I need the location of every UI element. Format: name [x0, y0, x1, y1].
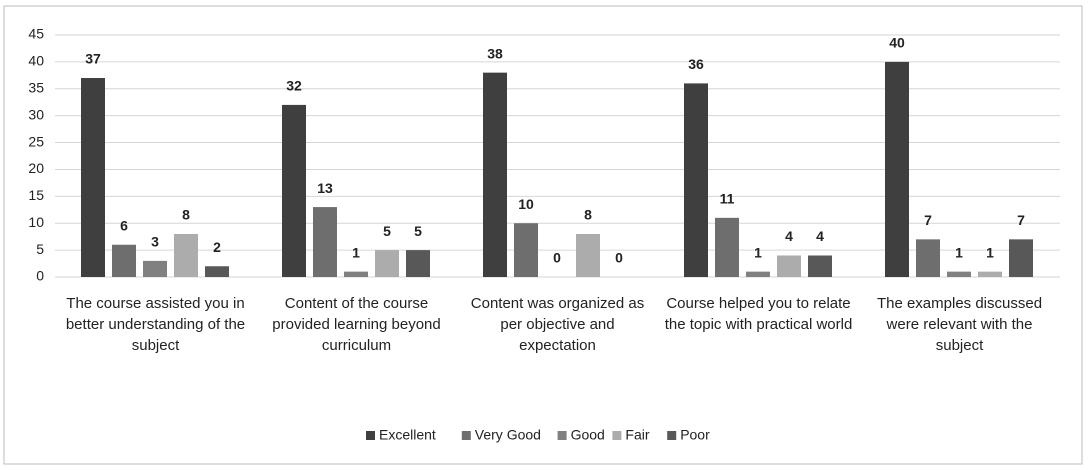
chart-border [3, 5, 1083, 465]
bar [715, 217, 739, 277]
legend-label: Good [571, 427, 605, 443]
data-label: 4 [785, 228, 793, 244]
bar [406, 250, 430, 277]
bar [483, 72, 507, 278]
bar [684, 83, 708, 278]
data-label: 36 [688, 56, 704, 72]
bar [746, 271, 770, 277]
bar [808, 255, 832, 277]
legend-label: Excellent [379, 427, 436, 443]
bar [576, 233, 600, 277]
data-label: 11 [720, 191, 735, 207]
data-label: 3 [151, 234, 159, 250]
bar [344, 271, 368, 277]
data-label: 8 [182, 207, 190, 223]
y-tick-label: 15 [28, 187, 44, 203]
bar [375, 250, 399, 277]
bar [916, 239, 940, 277]
data-label: 5 [414, 223, 422, 239]
data-label: 1 [986, 244, 994, 260]
data-label: 37 [85, 51, 101, 67]
bar [143, 260, 167, 277]
y-tick-label: 20 [28, 160, 44, 176]
data-label: 0 [615, 250, 623, 266]
data-label: 10 [518, 196, 534, 212]
legend-label: Very Good [475, 427, 541, 443]
data-label: 5 [383, 223, 391, 239]
data-label: 4 [816, 228, 824, 244]
bar [947, 271, 971, 277]
y-tick-label: 35 [28, 79, 44, 95]
y-tick-label: 45 [28, 26, 44, 42]
data-label: 1 [955, 244, 963, 260]
bar [205, 266, 229, 277]
bar [1009, 239, 1033, 277]
y-tick-label: 40 [28, 53, 44, 69]
x-tick-label: Content was organized as per objective a… [470, 295, 645, 354]
data-label: 38 [487, 45, 503, 61]
x-tick-label: The examples discussed were relevant wit… [876, 295, 1043, 354]
bar [514, 223, 538, 277]
y-tick-label: 10 [28, 214, 44, 230]
data-label: 32 [286, 78, 302, 94]
bar [112, 244, 136, 277]
bar [282, 104, 306, 278]
x-tick-label: Course helped you to relate the topic wi… [664, 295, 853, 333]
data-label: 8 [584, 207, 592, 223]
bar [885, 61, 909, 278]
data-label: 40 [889, 35, 905, 51]
legend-swatch [557, 431, 567, 440]
legend-label: Fair [625, 427, 649, 443]
data-label: 7 [924, 212, 932, 228]
data-label: 7 [1017, 212, 1025, 228]
data-label: 0 [553, 250, 561, 266]
legend-swatch [461, 431, 471, 440]
data-label: 6 [120, 217, 128, 233]
y-tick-label: 30 [28, 106, 44, 122]
bar [978, 271, 1002, 277]
bar [81, 78, 105, 278]
x-tick-label: Content of the course provided learning … [272, 295, 441, 354]
y-tick-label: 5 [36, 241, 44, 257]
data-label: 1 [352, 244, 360, 260]
y-tick-label: 0 [36, 268, 44, 284]
legend-label: Poor [680, 427, 710, 443]
y-tick-label: 25 [28, 133, 44, 149]
legend-swatch [366, 431, 375, 440]
bar [777, 255, 801, 277]
bar [313, 207, 337, 277]
data-label: 1 [754, 244, 762, 260]
x-tick-label: The course assisted you in better unders… [65, 295, 246, 354]
data-label: 2 [213, 239, 221, 255]
legend-swatch [612, 431, 622, 440]
legend-swatch [667, 431, 677, 440]
bar [174, 233, 198, 277]
data-label: 13 [317, 180, 333, 196]
